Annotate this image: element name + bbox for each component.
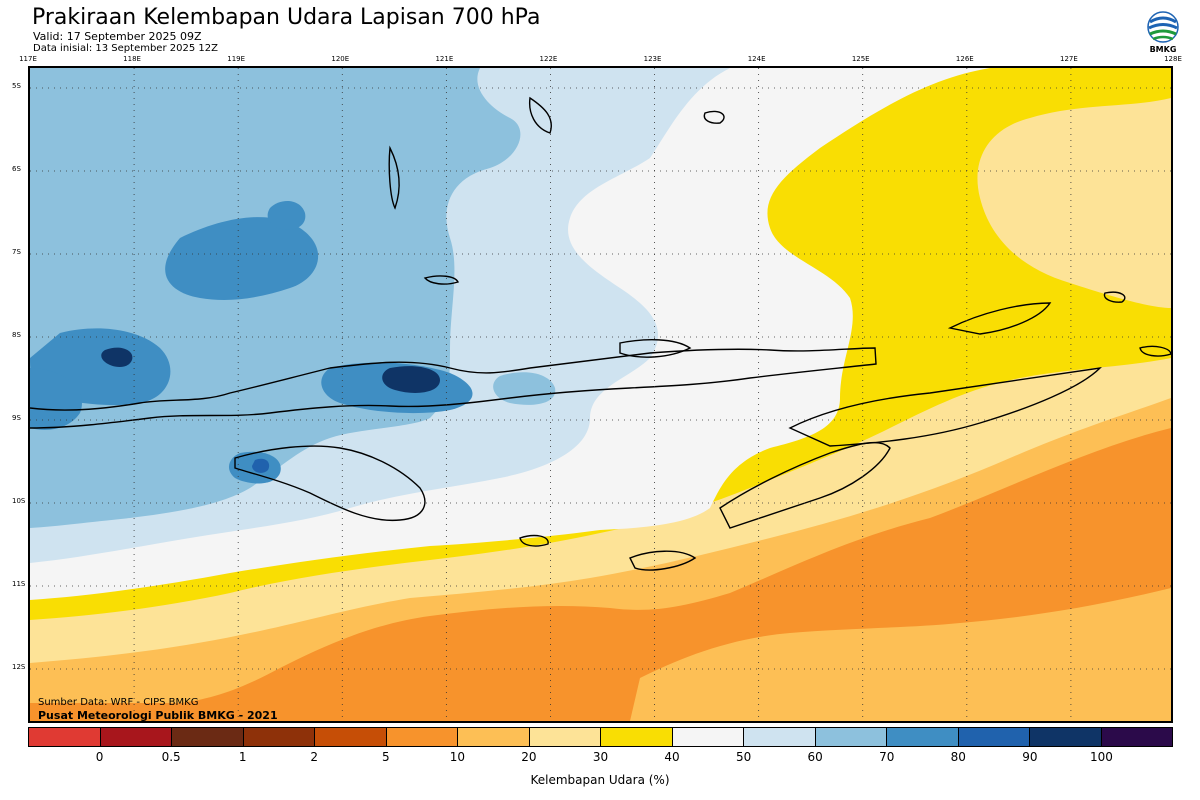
valid-time: Valid: 17 September 2025 09Z <box>33 30 202 43</box>
initial-time: Data inisial: 13 September 2025 12Z <box>33 43 218 54</box>
buton-coast <box>528 96 552 134</box>
y-tick-label: 11S <box>12 580 26 588</box>
colorbar-swatch <box>672 728 744 746</box>
x-tick-label: 119E <box>227 55 246 63</box>
small-island <box>703 110 725 124</box>
colorbar-tick-label: 80 <box>950 750 966 764</box>
x-tick-label: 128E <box>1164 55 1182 63</box>
x-tick-label: 121E <box>435 55 454 63</box>
colorbar-unit-label: Kelembapan Udara (%) <box>530 773 670 787</box>
x-tick-label: 125E <box>851 55 870 63</box>
colorbar-swatch <box>458 728 530 746</box>
bmkg-logo-icon <box>1147 11 1179 43</box>
wetar-island <box>947 302 1052 335</box>
core-90-100 <box>252 458 270 473</box>
publisher-credit: Pusat Meteorologi Publik BMKG - 2021 <box>38 709 278 722</box>
small-island <box>423 275 459 285</box>
rote-island <box>629 550 697 571</box>
humidity-map-canvas <box>30 68 1171 721</box>
lat-lon-grid <box>30 68 1171 721</box>
x-tick-label: 117E <box>19 55 37 63</box>
x-tick-label: 120E <box>331 55 350 63</box>
colorbar-tick-label: 20 <box>521 750 537 764</box>
patch-70-80 <box>493 372 556 405</box>
y-tick-label: 9S <box>12 414 21 422</box>
band-20-30-south <box>630 588 1171 721</box>
y-tick-label: 6S <box>12 165 21 173</box>
patch-80-90 <box>30 368 82 430</box>
x-tick-label: 127E <box>1060 55 1078 63</box>
lesser-sunda-chain <box>30 347 877 429</box>
colorbar-tick-label: 100 <box>1089 750 1113 764</box>
colorbar-tick-label: 90 <box>1022 750 1038 764</box>
x-tick-label: 123E <box>643 55 662 63</box>
colorbar-swatch <box>1101 728 1172 746</box>
x-tick-label: 124E <box>747 55 766 63</box>
x-tick-label: 118E <box>123 55 141 63</box>
small-island <box>1139 345 1171 357</box>
band-70-80 <box>30 68 521 528</box>
colorbar-swatch <box>744 728 816 746</box>
x-tick-label: 126E <box>955 55 974 63</box>
map-title: Prakiraan Kelembapan Udara Lapisan 700 h… <box>32 5 541 30</box>
colorbar-swatch <box>815 728 887 746</box>
colorbar-tick-label: 5 <box>381 750 390 764</box>
colorbar-swatch <box>100 728 172 746</box>
core-90-100 <box>382 366 440 393</box>
y-tick-label: 12S <box>12 663 26 671</box>
colorbar-swatch <box>1030 728 1102 746</box>
colorbar-swatch <box>529 728 601 746</box>
sawu-island <box>519 534 549 547</box>
y-tick-label: 8S <box>12 331 21 339</box>
logo-caption: BMKG <box>1149 45 1177 54</box>
core-90-100 <box>101 347 133 367</box>
humidity-map <box>28 66 1173 723</box>
colorbar <box>28 727 1173 747</box>
colorbar-tick-label: 0 <box>95 750 104 764</box>
colorbar-tick-label: 1 <box>238 750 247 764</box>
flores-east <box>619 339 692 358</box>
colorbar-tick-label: 40 <box>664 750 680 764</box>
colorbar-tick-label: 60 <box>807 750 823 764</box>
colorbar-swatch <box>315 728 387 746</box>
selayar-island <box>388 145 400 210</box>
colorbar-swatch <box>29 728 101 746</box>
y-tick-label: 7S <box>12 248 21 256</box>
colorbar-tick-label: 70 <box>879 750 895 764</box>
coastlines <box>30 96 1171 571</box>
colorbar-swatch <box>887 728 959 746</box>
colorbar-tick-label: 30 <box>592 750 609 764</box>
small-island <box>1103 291 1126 303</box>
data-source-credit: Sumber Data: WRF - CIPS BMKG <box>38 697 199 708</box>
colorbar-tick-label: 0.5 <box>161 750 181 764</box>
bmkg-logo: BMKG <box>1143 10 1183 60</box>
colorbar-swatch <box>172 728 244 746</box>
colorbar-swatch <box>601 728 673 746</box>
colorbar-tick-label: 50 <box>735 750 752 764</box>
sumba-island <box>234 445 426 522</box>
y-tick-label: 10S <box>12 497 26 505</box>
y-tick-label: 5S <box>12 82 21 90</box>
patch-80-90 <box>165 217 319 300</box>
colorbar-tick-label: 2 <box>310 750 319 764</box>
patch-80-90 <box>267 201 306 230</box>
timor-island <box>719 441 891 529</box>
colorbar-swatch <box>243 728 315 746</box>
colorbar-tick-label: 10 <box>449 750 466 764</box>
colorbar-swatch <box>958 728 1030 746</box>
x-tick-label: 122E <box>539 55 558 63</box>
colorbar-swatch <box>386 728 458 746</box>
timor-leste-coast <box>788 367 1102 447</box>
